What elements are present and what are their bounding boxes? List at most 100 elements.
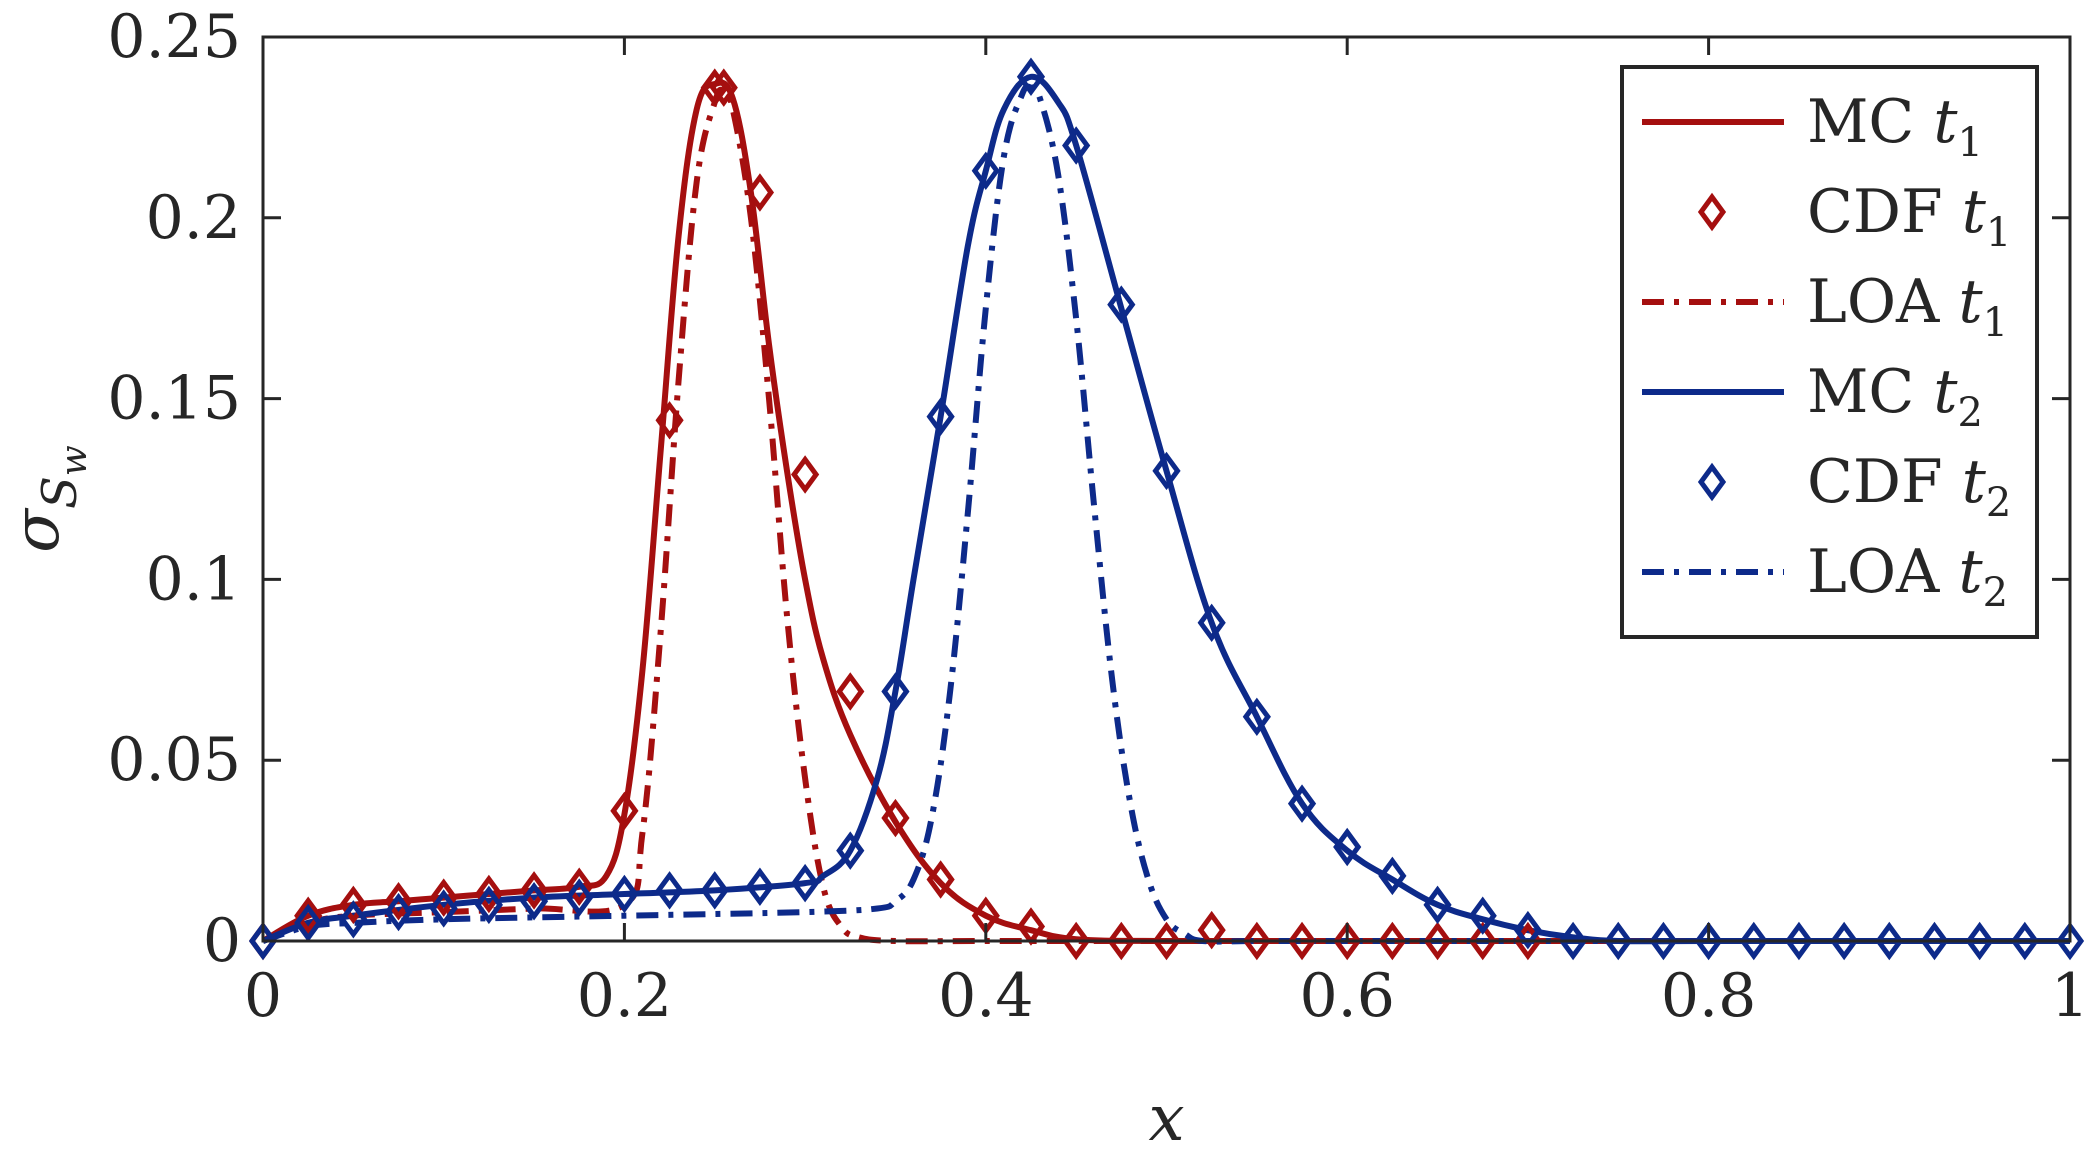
series-4-point-32 (1694, 921, 1723, 961)
x-tick-label-0: 0 (244, 961, 282, 1031)
series-4-point-0 (248, 921, 278, 961)
series-1-point-26 (1378, 921, 1407, 961)
series-1-point-14 (836, 672, 865, 711)
series-1-point-25 (1333, 921, 1362, 961)
series-4-point-12 (790, 863, 820, 903)
series-4-point-4 (429, 889, 458, 928)
axes-box (261, 35, 2072, 943)
series-1-point-4 (429, 878, 458, 917)
series-1-point-6 (519, 871, 549, 910)
series-4-point-37 (1920, 921, 1949, 961)
y-tick-label-2: 0.1 (146, 544, 241, 614)
series-4-point-10 (700, 871, 729, 910)
y-tick-label-1: 0.05 (107, 725, 241, 795)
series-1-point-3 (384, 881, 413, 921)
series-4-point-13 (836, 831, 865, 870)
series-4-point-27 (1468, 896, 1497, 935)
series-4-point-39 (2010, 921, 2039, 961)
series-1-point-22 (1197, 910, 1226, 950)
legend-entry-4: CDF t2 (1697, 447, 2011, 526)
series-4-point-31 (1649, 921, 1678, 961)
legend-entry-2: LOA t1 (1642, 267, 2008, 346)
series-4-point-1 (294, 903, 323, 943)
y-tick-label-0: 0 (203, 906, 241, 976)
series-1-point-20 (1107, 921, 1136, 961)
series-4-point-38 (1965, 921, 1994, 961)
series-1-point-8 (610, 791, 639, 831)
y-tick-label-5: 0.25 (107, 2, 241, 72)
series-4-point-8 (610, 874, 639, 914)
series-4-point-40 (2055, 921, 2085, 961)
legend-label-1: CDF t1 (1807, 177, 2011, 256)
series-1-point-19 (1062, 921, 1091, 961)
series-4-point-29 (1558, 921, 1588, 961)
series-1-point-12 (745, 173, 775, 212)
series-1-point-1 (294, 896, 323, 935)
x-axis-label: x (1148, 1082, 1184, 1151)
x-tick-label-1: 0.2 (577, 961, 672, 1031)
series-1-point-15 (881, 798, 910, 838)
series-4-point-5 (474, 885, 503, 925)
series-4-point-15 (926, 397, 955, 436)
series-4-point-33 (1739, 921, 1768, 961)
series-1-point-5 (474, 874, 503, 914)
series-1-point-24 (1287, 921, 1317, 961)
series-4-point-26 (1423, 885, 1452, 925)
series-1-point-13 (790, 455, 820, 494)
series-1-point-9 (655, 401, 684, 440)
legend-box (1620, 65, 2039, 639)
legend-label-5: LOA t2 (1807, 537, 2008, 616)
series-4-point-20 (1152, 451, 1181, 491)
series-4-point-17 (1016, 57, 1046, 97)
legend-entry-3: MC t2 (1642, 357, 1983, 436)
x-tick-label-3: 0.6 (1299, 961, 1394, 1031)
series-1-point-10 (700, 68, 729, 107)
series-4-point-6 (519, 881, 549, 921)
legend-label-3: MC t2 (1807, 357, 1983, 436)
legend-entry-0: MC t1 (1642, 87, 1983, 166)
series-4-point-23 (1287, 784, 1317, 823)
series-4-point-14 (881, 672, 910, 711)
legend-label-2: LOA t1 (1807, 267, 2008, 346)
series-1-point-23 (1242, 921, 1271, 961)
series-4-point-25 (1378, 856, 1407, 896)
series-1-point-16 (926, 860, 955, 899)
series-4-point-34 (1784, 921, 1814, 961)
series-1-point-2 (339, 885, 368, 925)
legend-label-4: CDF t2 (1807, 447, 2011, 526)
x-tick-label-2: 0.4 (938, 961, 1033, 1031)
legend-marker-1 (1697, 192, 1727, 232)
series-4-point-36 (1875, 921, 1904, 961)
y-axis-label: σSw (0, 445, 95, 553)
legend-entry-1: CDF t1 (1697, 177, 2011, 256)
x-tick-label-4: 0.8 (1661, 961, 1756, 1031)
x-tick-label-5: 1 (2051, 961, 2089, 1031)
series-4-point-7 (565, 878, 594, 917)
series-4-point-18 (1062, 126, 1091, 165)
series-4-point-9 (655, 871, 684, 910)
series-4-point-30 (1604, 921, 1633, 961)
series-4-point-19 (1107, 285, 1136, 324)
series-1-point-21 (1152, 921, 1181, 961)
legend-entry-5: LOA t2 (1642, 537, 2008, 616)
legend: MC t1 CDF t1 LOA t1 MC t2 CDF t2 LOA t2 (1620, 65, 2039, 639)
series-1-point-28 (1468, 921, 1497, 961)
legend-label-0: MC t1 (1807, 87, 1983, 166)
series-4-point-35 (1830, 921, 1859, 961)
series-4-point-3 (384, 892, 413, 932)
y-tick-label-3: 0.15 (107, 364, 241, 434)
series-1-point-11 (709, 68, 738, 107)
series-1-point-27 (1423, 921, 1452, 961)
series-4-point-24 (1333, 827, 1362, 867)
series-4-point-16 (971, 151, 1000, 191)
series-4-point-22 (1242, 697, 1271, 737)
series-1-point-7 (565, 867, 594, 906)
y-tick-label-4: 0.2 (146, 183, 241, 253)
series-4-point-11 (745, 867, 775, 906)
series-4-point-2 (339, 900, 368, 939)
series-4-point-21 (1197, 603, 1226, 643)
legend-marker-4 (1697, 462, 1727, 502)
